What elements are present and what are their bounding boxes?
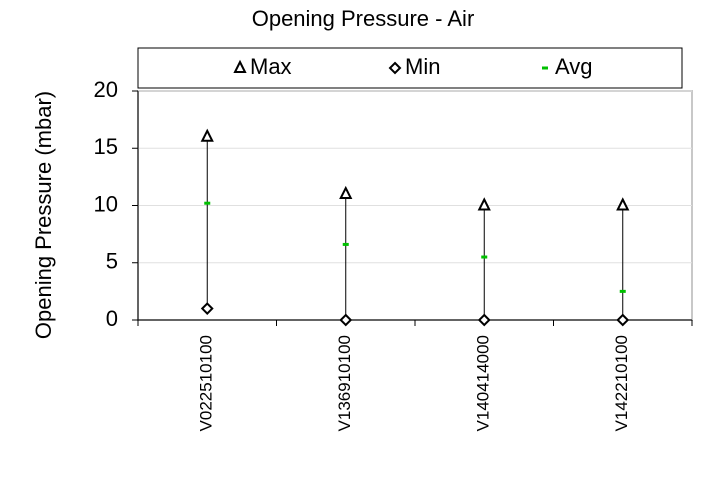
chart-title: Opening Pressure - Air <box>252 6 475 31</box>
legend-marker <box>542 66 548 70</box>
x-tick-label: V136910100 <box>335 335 354 431</box>
point <box>200 128 214 142</box>
x-tick-label: V142210100 <box>612 335 631 431</box>
point <box>481 255 488 259</box>
legend-label: Min <box>405 54 440 79</box>
point <box>619 289 626 293</box>
point <box>342 242 349 246</box>
point <box>339 313 353 327</box>
point <box>339 185 353 200</box>
y-tick-label: 10 <box>94 191 118 216</box>
point <box>477 313 491 327</box>
y-tick-label: 0 <box>106 306 118 331</box>
point <box>616 197 630 211</box>
legend-label: Avg <box>555 54 593 79</box>
x-tick-label: V140414000 <box>474 335 493 431</box>
y-tick-label: 15 <box>94 134 118 159</box>
point <box>477 197 491 211</box>
legend-marker <box>388 61 402 75</box>
y-axis-label: Opening Pressure (mbar) <box>31 91 56 339</box>
y-tick-label: 5 <box>106 249 118 274</box>
x-tick-label: V022510100 <box>197 335 216 431</box>
legend-label: Max <box>250 54 292 79</box>
point <box>204 201 211 205</box>
point <box>616 313 630 327</box>
legend-marker <box>233 59 247 73</box>
legend-box <box>137 47 683 89</box>
point <box>200 302 214 315</box>
y-tick-label: 20 <box>94 77 118 102</box>
